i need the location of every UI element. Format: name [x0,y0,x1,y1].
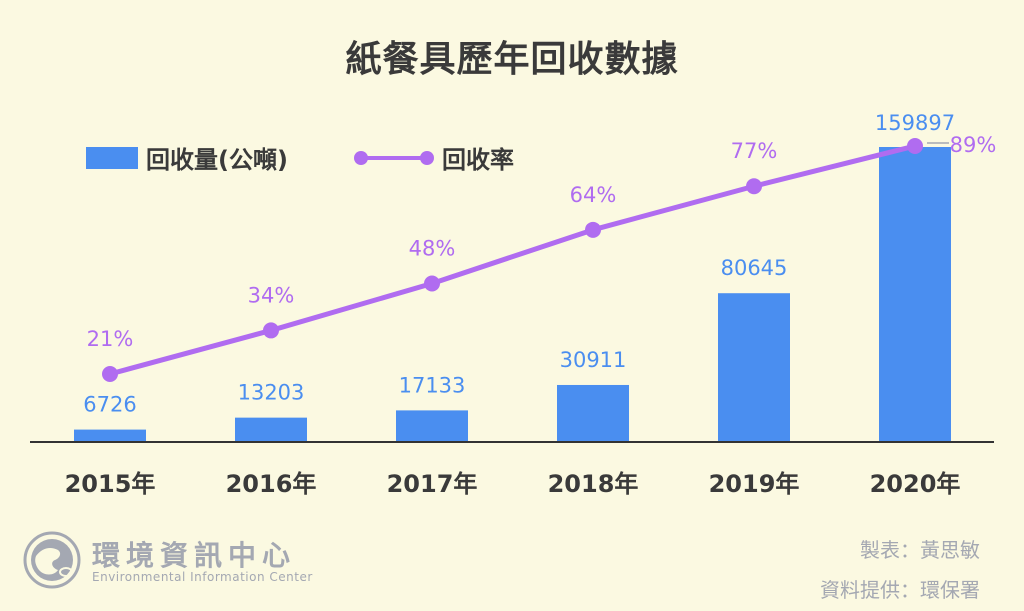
rate-point-2 [424,275,440,292]
rate-point-3 [585,221,601,238]
x-tick-label-2: 2017年 [387,470,478,498]
bar-value-label-2: 17133 [399,373,466,397]
x-tick-label-0: 2015年 [65,470,156,498]
x-tick-label-1: 2016年 [226,470,317,498]
bar-2 [396,410,468,442]
legend-label-recycle-amount: 回收量(公噸) [146,146,288,174]
bar-3 [557,384,629,442]
rate-point-1 [263,322,279,339]
rate-value-label-4: 77% [731,139,778,163]
legend-item-recycle-amount: 回收量(公噸) [86,140,288,175]
globe-logo-icon [23,531,81,589]
rate-value-label-0: 21% [87,327,134,351]
logo-name: 環境資訊中心 [92,539,297,572]
bar-value-label-1: 13203 [238,381,305,405]
legend-item-recycle-rate: 回收率 [354,140,514,175]
bar-value-label-3: 30911 [560,348,627,372]
rate-point-0 [102,366,118,382]
bar-value-label-0: 6726 [83,393,136,417]
legend-label-recycle-rate: 回收率 [442,146,514,174]
bar-4 [718,293,790,442]
logo-subtitle: Environmental Information Center [92,570,313,584]
credit-source: 資料提供：環保署 [820,578,980,602]
x-tick-label-3: 2018年 [548,470,639,498]
rate-line [109,143,916,377]
legend-bar-swatch [86,146,138,169]
rate-point-4 [746,178,762,195]
chart-title: 紙餐具歷年回收數據 [345,39,679,80]
bar-5 [879,147,951,442]
rate-point-5 [907,138,923,154]
credit-made-by: 製表：黃思敏 [860,538,980,562]
bar-value-label-5: 159897 [875,111,955,135]
bar-value-label-4: 80645 [721,256,788,280]
legend-line-swatch [354,147,434,169]
x-tick-label-4: 2019年 [709,470,800,498]
bar-1 [235,417,307,442]
x-tick-label-5: 2020年 [870,470,961,498]
bar-0 [74,429,146,442]
logo: 環境資訊中心 Environmental Information Center [22,530,322,590]
rate-value-label-1: 34% [248,283,295,307]
rate-value-label-5: 89% [950,133,997,157]
rate-value-label-2: 48% [409,236,456,260]
rate-value-label-3: 64% [570,183,617,207]
